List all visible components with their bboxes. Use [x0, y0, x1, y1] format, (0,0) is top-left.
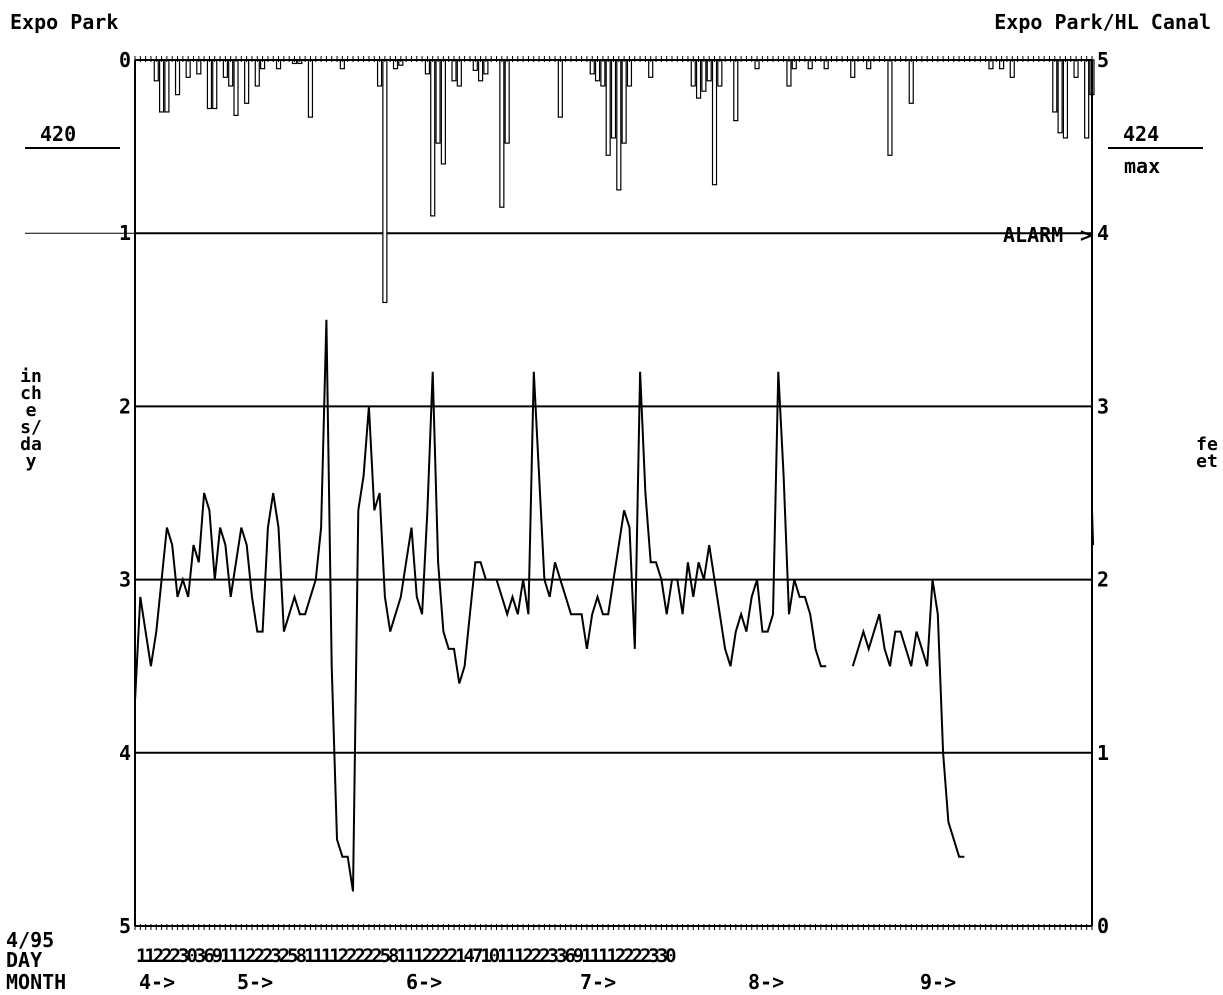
rain-bar	[451, 59, 457, 82]
rain-bar	[430, 59, 436, 217]
level-axis-tick-label: 0	[1097, 914, 1109, 938]
rain-bar	[185, 59, 191, 78]
chart-title-left: Expo Park	[10, 10, 119, 34]
plot-frame	[134, 56, 1093, 930]
tick-labels: 0 1 2 3 4 5 0 1 2 3 4 5	[119, 48, 1109, 938]
rain-bars	[153, 59, 1095, 304]
right-value: 424	[1123, 122, 1160, 146]
month-marker-aug: 8->	[748, 970, 785, 994]
rain-bar	[244, 59, 250, 104]
rain-bar	[600, 59, 606, 87]
level-axis-tick-label: 3	[1097, 394, 1109, 418]
rain-bar	[701, 59, 707, 92]
rain-bar	[456, 59, 462, 87]
date-label: 4/95	[6, 928, 55, 952]
rain-bar	[158, 59, 165, 113]
right-value-label: max	[1124, 154, 1161, 178]
level-axis-tick-label: 2	[1097, 568, 1109, 592]
rain-bar	[594, 59, 601, 82]
rain-bar	[887, 59, 893, 156]
rain-bar	[440, 59, 446, 165]
rain-bar	[706, 59, 712, 82]
rain-bar	[850, 59, 856, 78]
rain-bar	[616, 59, 622, 191]
rain-bar	[382, 59, 388, 304]
month-marker-jul: 7->	[580, 970, 617, 994]
alarm-arrow: >	[1080, 223, 1093, 247]
rain-bar	[153, 59, 159, 82]
rain-bar	[196, 59, 202, 75]
left-value-underline	[25, 147, 120, 149]
rain-bar	[254, 59, 260, 87]
rain-axis-tick-label: 5	[119, 914, 131, 938]
day-ticks: 1122230369111222325811112222258111222214…	[136, 945, 677, 967]
left-value: 420	[40, 122, 77, 146]
rain-bar	[1057, 59, 1063, 134]
rain-bar	[621, 59, 627, 144]
month-marker-may: 5->	[237, 970, 274, 994]
rain-bar	[690, 59, 696, 87]
level-series-segment	[851, 579, 965, 858]
rain-bar	[307, 59, 314, 118]
rain-bar	[499, 59, 505, 208]
rain-axis-tick-label: 4	[119, 741, 131, 765]
rain-bar	[477, 59, 484, 82]
rain-bar	[212, 59, 218, 110]
level-axis-tick-label: 5	[1097, 48, 1109, 72]
month-label: MONTH	[6, 970, 67, 994]
rain-bar	[908, 59, 914, 104]
rain-bar	[228, 59, 234, 87]
month-marker-jun: 6->	[406, 970, 443, 994]
right-axis-label: feet	[1196, 434, 1218, 472]
rain-axis-tick-label: 2	[119, 394, 131, 418]
rain-bar	[717, 59, 723, 87]
rain-bar	[626, 59, 633, 87]
rain-bar	[1052, 59, 1058, 113]
level-series-segment	[134, 319, 827, 892]
rain-bar	[711, 59, 718, 186]
grid-lines	[25, 232, 1092, 754]
rain-axis-tick-label: 3	[119, 568, 131, 592]
rain-axis-tick-label: 1	[119, 221, 131, 245]
rain-bar	[174, 59, 181, 96]
rain-bar	[786, 59, 792, 87]
rain-bar	[557, 59, 563, 118]
rain-bar	[1009, 59, 1015, 78]
level-axis-tick-label: 1	[1097, 741, 1109, 765]
rain-bar	[610, 59, 617, 139]
rain-bar	[695, 59, 702, 99]
rain-bar	[206, 59, 213, 110]
alarm-label: ALARM	[1003, 223, 1064, 247]
chart-title-right: Expo Park/HL Canal	[994, 10, 1211, 34]
rain-bar	[222, 59, 228, 78]
rain-bar	[376, 59, 383, 87]
rain-bar	[589, 59, 595, 75]
rain-bar	[648, 59, 654, 78]
rain-bar	[1084, 59, 1090, 139]
month-marker-apr: 4->	[139, 970, 176, 994]
rain-bar	[164, 59, 170, 113]
rain-axis-tick-label: 0	[119, 48, 131, 72]
level-axis-tick-label: 4	[1097, 221, 1109, 245]
rain-bar	[435, 59, 441, 144]
rain-bar	[424, 59, 431, 75]
day-label: DAY	[6, 948, 43, 972]
rain-bar	[1062, 59, 1069, 139]
month-marker-sep: 9->	[920, 970, 957, 994]
rain-bar	[605, 59, 611, 156]
rain-bar	[504, 59, 510, 144]
rain-bar	[483, 59, 489, 75]
rain-bar	[233, 59, 239, 117]
right-value-underline	[1108, 147, 1203, 149]
rain-bar	[1073, 59, 1079, 78]
rain-bar	[733, 59, 739, 122]
left-axis-label: inches/day	[20, 366, 42, 472]
